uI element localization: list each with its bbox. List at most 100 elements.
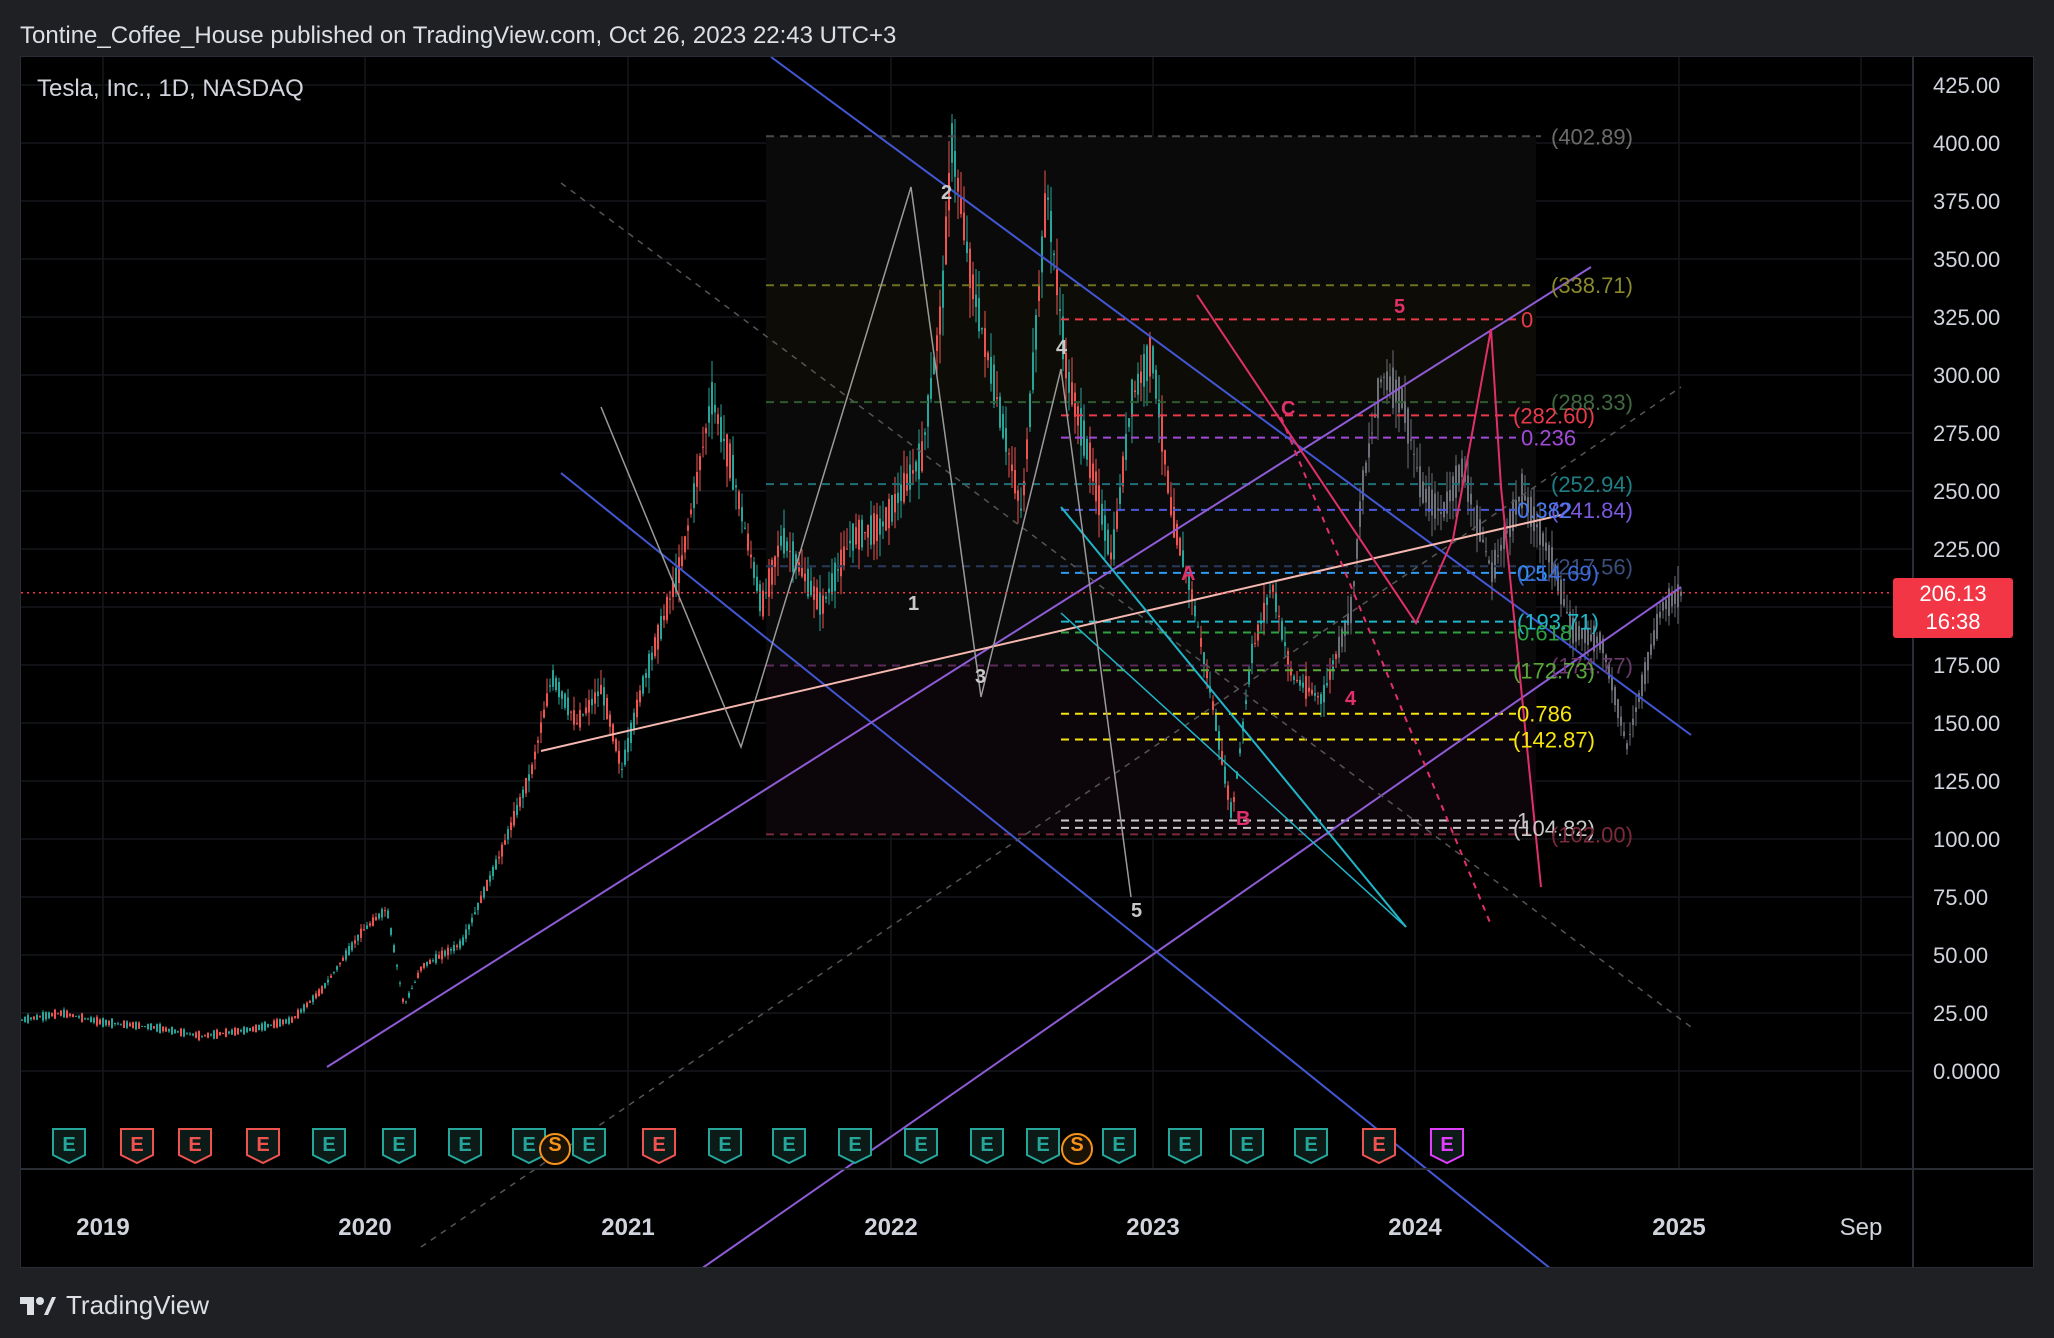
candle [318,989,320,997]
earnings-event-marker [1230,1128,1264,1165]
fib-level-label: (402.89) [1551,124,1633,149]
candle [171,1026,173,1035]
candle [1032,352,1034,391]
candle [1452,476,1454,501]
candle [264,1021,266,1031]
candle [966,241,968,254]
candle [237,1028,239,1035]
candle [645,673,647,678]
candle [564,693,566,708]
event-label: E [1036,1134,1049,1156]
candle [321,986,323,994]
candle [801,567,803,577]
candle [945,216,947,265]
candle [1098,485,1100,516]
candle [1113,529,1115,560]
fib-level-label: (288.33) [1551,390,1633,415]
candle [687,525,689,531]
candle [795,554,797,570]
candle [699,456,701,471]
fib-level-label: (172.73) [1513,658,1595,683]
tradingview-logo[interactable]: TradingView [20,1290,209,1321]
candle [417,972,419,978]
candle [30,1017,32,1020]
event-label: S [548,1134,561,1156]
candle [570,711,572,713]
candle [870,515,872,545]
candle [1641,674,1643,696]
candle [1086,438,1088,460]
candle [711,382,713,415]
candle [1482,539,1484,543]
candle [915,461,917,472]
candle [612,724,614,742]
candle [756,576,758,591]
candle [486,879,488,891]
candle [1308,687,1310,692]
chart-canvas[interactable]: (402.89) (338.71) 0 (288.33)(282.60)0.236 (2… [21,57,2034,1268]
candle [1017,490,1019,501]
candle [972,274,974,300]
candle [54,1009,56,1019]
candle [1092,463,1094,482]
candle [1047,197,1049,200]
time-axis-tick: 2022 [864,1214,917,1241]
candle [327,979,329,983]
candle [1572,617,1574,644]
candle [1029,393,1031,428]
candle [1542,533,1544,547]
candle [288,1017,290,1024]
earnings-event-marker [572,1128,606,1165]
candle [231,1029,233,1035]
candle [552,670,554,687]
candle [1254,642,1256,644]
tradingview-brand: TradingView [66,1290,210,1320]
candle [177,1031,179,1033]
candle [1188,576,1190,590]
candle [996,397,998,400]
candle [174,1029,176,1034]
fib-level-label: 0.618 [1517,621,1572,646]
candle [1044,193,1046,238]
candle [702,446,704,448]
candle [618,750,620,764]
candle [1302,682,1304,688]
candle [1110,552,1112,560]
fib-level-label: 1 [1517,808,1529,833]
candle [1680,591,1682,596]
candle [549,685,551,687]
symbol-title: Tesla, Inc., 1D, NASDAQ [37,75,304,102]
candle [1002,414,1004,439]
event-label: E [392,1134,405,1156]
candle [444,950,446,956]
candle [222,1033,224,1035]
candle [543,709,545,718]
candle [228,1031,230,1034]
candle [942,270,944,308]
candle [1023,481,1025,496]
candle [822,595,824,614]
candle [120,1023,122,1025]
candle [546,693,548,707]
candle [684,536,686,553]
candle [726,434,728,467]
candle [495,859,497,870]
candle [729,443,731,479]
candle [606,697,608,720]
candle [36,1014,38,1020]
chart-frame[interactable]: (402.89) (338.71) 0 (288.33) (282.60) 0.236 (2… [20,56,2034,1268]
candle [1659,611,1661,618]
candle [465,929,467,939]
candle [1470,493,1472,505]
event-label: E [1240,1134,1253,1156]
candle [918,443,920,480]
candle [234,1027,236,1036]
candle [882,521,884,527]
candle [852,523,854,551]
candle [1131,379,1133,417]
candle [978,298,980,332]
candle [1584,627,1586,644]
dashed-trend-line [420,386,1682,1248]
candle [282,1019,284,1025]
price-axis-tick: 75.00 [1933,885,1988,910]
